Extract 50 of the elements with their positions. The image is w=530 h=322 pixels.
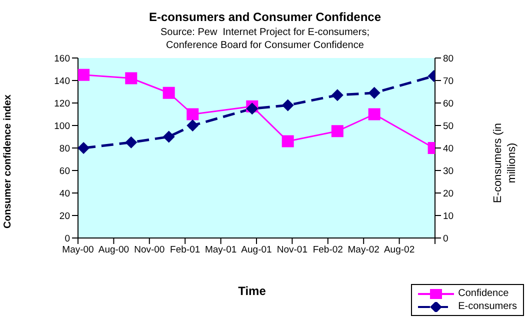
point bbox=[282, 99, 294, 112]
x-tick-label: Aug-01 bbox=[241, 244, 272, 256]
chart-subtitle: Source: Pew Internet Project for E-consumers; Conference Board for Consumer Confidence bbox=[160, 27, 370, 51]
y-tick-label: 160 bbox=[54, 53, 70, 64]
x-tick-label: Feb-02 bbox=[312, 244, 343, 256]
y-axis-title: Consumer confidence index bbox=[2, 94, 14, 230]
legend-label: Confidence bbox=[458, 288, 509, 299]
y-tick-label: 20 bbox=[59, 210, 70, 222]
y2-tick-label: 50 bbox=[443, 120, 454, 132]
point bbox=[282, 135, 294, 148]
x-tick-label: Nov-00 bbox=[134, 244, 165, 256]
point bbox=[78, 68, 90, 81]
y2-tick-label: 70 bbox=[443, 76, 454, 87]
y-tick-label: 120 bbox=[54, 98, 70, 110]
point bbox=[368, 86, 380, 99]
y-tick-label: 140 bbox=[54, 76, 70, 87]
x-tick-label: May-02 bbox=[348, 244, 380, 256]
y2-tick-label: 20 bbox=[443, 188, 454, 200]
y2-tick-label: 40 bbox=[443, 143, 454, 154]
x-tick-label: Aug-00 bbox=[98, 244, 130, 256]
y-tick-label: 80 bbox=[59, 143, 70, 154]
chart-title: E-consumers and Consumer Confidence bbox=[148, 10, 382, 24]
y-tick-label: 100 bbox=[54, 120, 70, 132]
y-tick-label: 0 bbox=[64, 233, 70, 244]
y2-axis-title: E-consumers (in millions) bbox=[491, 122, 519, 206]
x-tick-label: May-00 bbox=[62, 244, 94, 256]
point bbox=[162, 86, 175, 99]
x-tick-label: Feb-01 bbox=[170, 244, 200, 256]
y2-tick-label: 0 bbox=[443, 233, 448, 244]
y2-tick-label: 30 bbox=[443, 166, 454, 177]
x-tick-label: May-01 bbox=[204, 244, 237, 256]
x-tick-label: Nov-01 bbox=[276, 244, 308, 256]
point bbox=[368, 108, 380, 120]
point bbox=[78, 142, 90, 154]
point bbox=[186, 108, 199, 120]
y2-tick-label: 60 bbox=[443, 98, 454, 110]
point bbox=[246, 102, 258, 115]
point bbox=[331, 125, 344, 138]
x-tick-label: Aug-02 bbox=[384, 244, 415, 256]
point bbox=[125, 136, 138, 148]
x-axis-title: Time bbox=[238, 284, 266, 298]
y-tick-label: 60 bbox=[59, 166, 70, 177]
legend-label: E-consumers bbox=[458, 301, 517, 312]
point bbox=[186, 120, 199, 132]
y2-tick-label: 80 bbox=[443, 53, 454, 64]
y2-tick-label: 10 bbox=[443, 210, 454, 222]
point bbox=[162, 130, 175, 143]
y-tick-label: 40 bbox=[59, 188, 70, 200]
point bbox=[125, 72, 138, 84]
point bbox=[331, 89, 344, 102]
